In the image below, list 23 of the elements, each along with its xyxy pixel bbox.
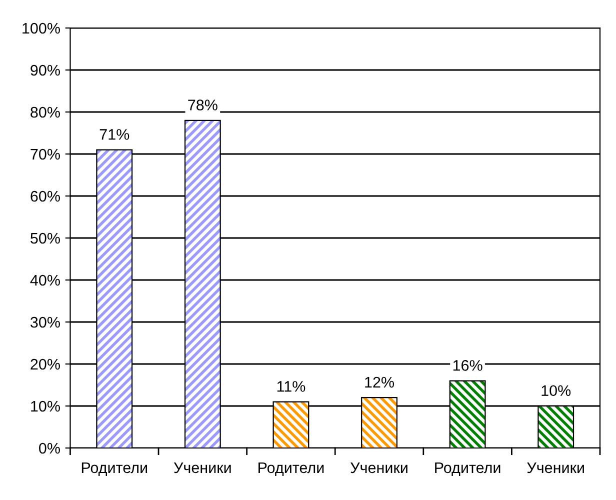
y-tick-label: 50% (30, 232, 60, 244)
data-label: 12% (365, 376, 394, 388)
y-tick-label: 20% (30, 358, 60, 370)
data-label: 78% (188, 100, 218, 110)
x-tick-label: Ученики (350, 462, 408, 474)
y-tick-label: 100% (22, 22, 60, 34)
x-tick-label: Родители (82, 462, 147, 476)
x-tick-label: Ученики (527, 462, 584, 474)
y-tick-label: 0% (39, 442, 60, 454)
data-label: 71% (100, 129, 130, 140)
data-label: 11% (277, 381, 306, 392)
x-tick-label: Ученики (174, 462, 231, 474)
data-label: 16% (453, 360, 482, 371)
y-tick-label: 70% (30, 148, 60, 160)
y-tick-label: 40% (30, 274, 60, 286)
y-tick-label: 60% (30, 190, 60, 202)
x-tick-label: Родители (258, 462, 324, 476)
x-tick-label: Родители (435, 462, 500, 476)
y-tick-label: 90% (30, 64, 60, 76)
y-tick-label: 30% (30, 316, 60, 328)
y-tick-label: 10% (31, 400, 60, 412)
y-tick-label: 80% (30, 106, 60, 118)
data-label: 10% (542, 385, 571, 396)
